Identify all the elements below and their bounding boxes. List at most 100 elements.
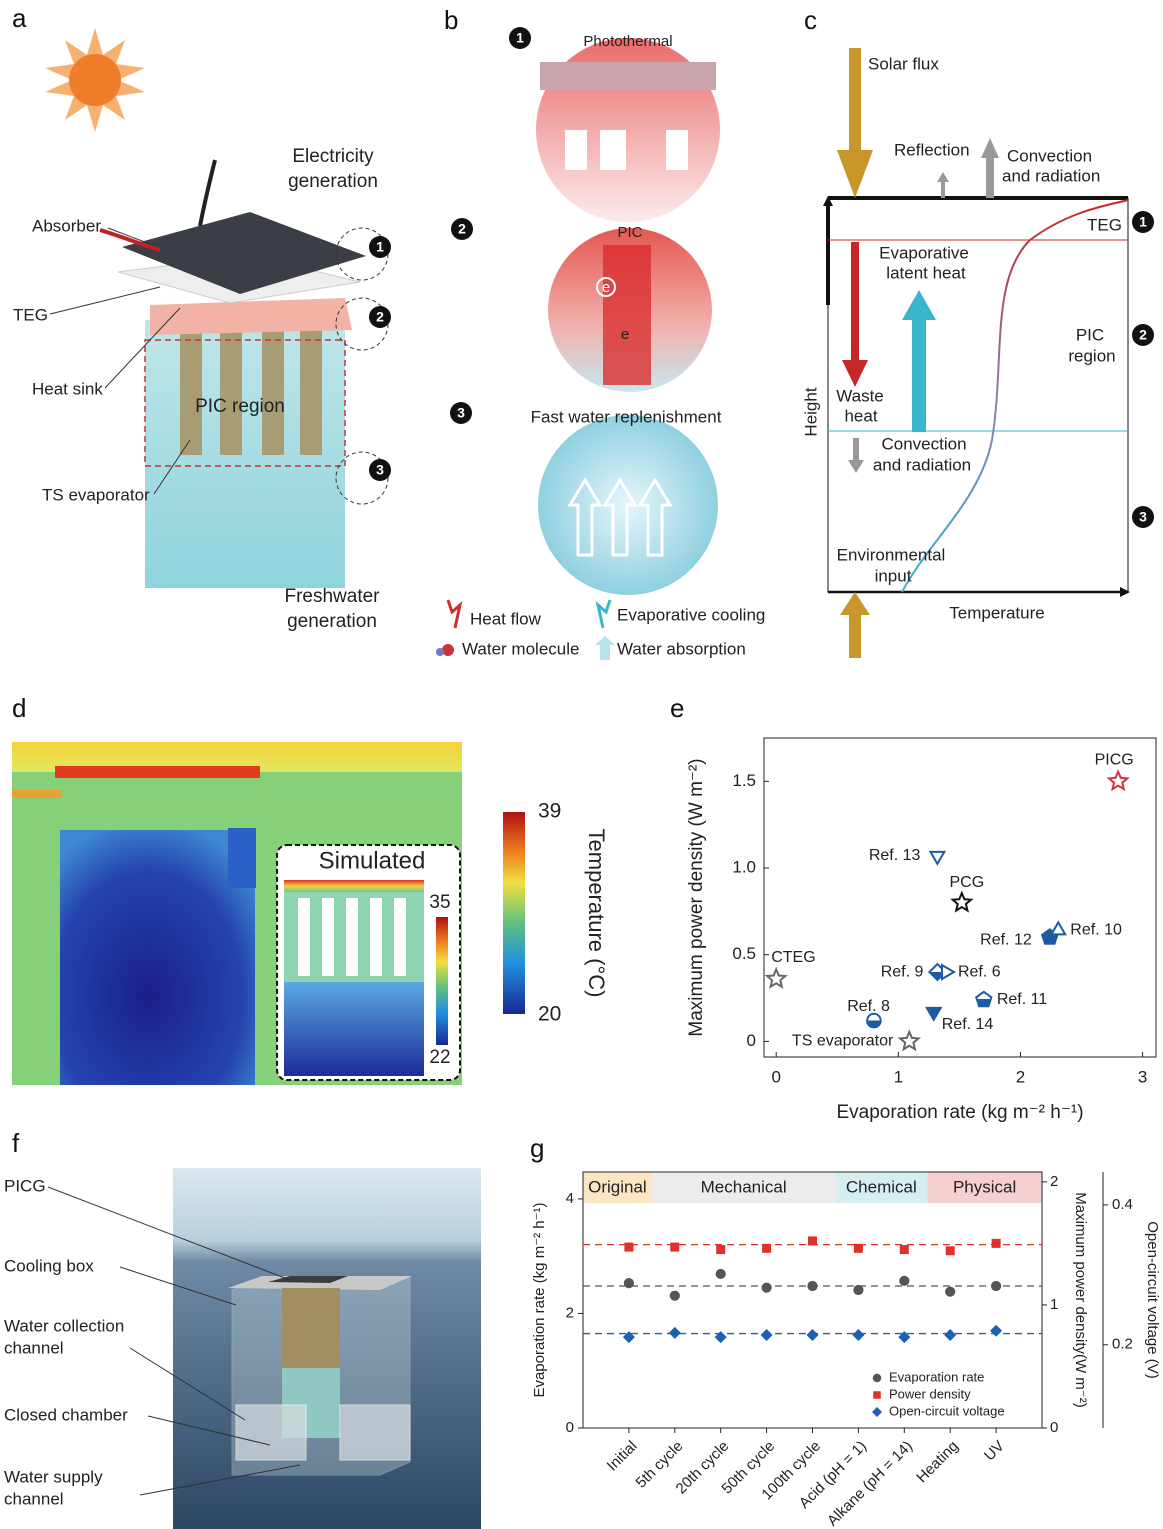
label: generation [287,611,377,632]
inset-title: Simulated [319,847,426,874]
label: Electricity [292,146,374,167]
data-point [1051,922,1065,934]
data-point [898,1331,910,1343]
gap [666,130,688,170]
x-tick-label: 3 [1138,1067,1147,1086]
point-label: PCG [949,874,984,891]
electron-label: e [602,279,610,296]
x-tick-label: Heating [913,1438,962,1487]
data-point [854,1244,863,1253]
label: TEG [13,305,48,324]
legend-label: Water molecule [462,639,579,658]
legend-label: Power density [889,1386,971,1401]
step-marker: 2 [376,309,384,325]
legend-marker [873,1374,882,1383]
step-marker: 3 [376,462,384,478]
panel-c: Solar flux Reflection Convection and rad… [801,48,1154,658]
y-axis-label: Evaporation rate (kg m⁻² h⁻¹) [531,1202,548,1397]
legend-label: Water absorption [617,639,746,658]
figure: a b c d e f g 1 2 3 Electricity generati… [0,0,1163,1529]
point-label: Ref. 8 [847,998,890,1015]
panel-b: e e 1 2 3 Photothermal PIC Fast water re… [436,27,765,660]
data-point [867,1014,881,1028]
sun [69,54,121,106]
y2-axis-label: Maximum power density(W m⁻²) [1072,1192,1089,1407]
data-point [715,1331,727,1343]
label: Environmental [837,545,946,564]
legend-label: Evaporation rate [889,1369,984,1384]
colorbar-label: Temperature (°C) [584,829,609,998]
x-tick-label: UV [981,1438,1008,1465]
data-point [767,969,785,986]
group-label: Physical [953,1177,1016,1196]
x-axis-label: Evaporation rate (kg m⁻² h⁻¹) [836,1102,1083,1123]
group-label: Mechanical [701,1177,787,1196]
picg-fins [282,1288,340,1368]
step-marker: 2 [458,221,466,237]
inset-colorbar [436,917,448,1045]
point-label: Ref. 6 [958,963,1001,980]
label: Photothermal [583,33,672,50]
panel-f: PICG Cooling box Water collection channe… [4,1168,481,1529]
wire [200,160,215,226]
colorbar-tick: 20 [538,1003,561,1026]
heat-sink [150,298,352,335]
legend-icon [442,644,454,656]
label: PIC [1076,325,1104,344]
legend-label: Evaporative cooling [617,605,765,624]
y-tick-label: 2 [566,1304,574,1321]
data-point [670,1243,679,1252]
data-point [807,1281,817,1291]
legend-icon [436,648,444,656]
input-arrow [840,592,870,658]
label: Fast water replenishment [531,407,722,426]
group-label: Chemical [846,1177,917,1196]
label: latent heat [886,263,966,282]
data-point [953,893,971,910]
label: region [1068,346,1115,365]
legend-marker [873,1391,881,1399]
group-label: Original [588,1177,647,1196]
x-tick-label: 0 [771,1067,780,1086]
data-point [852,1329,864,1341]
data-point [1109,772,1127,789]
data-point [762,1283,772,1293]
step-marker: 2 [1139,327,1147,343]
data-point [990,1325,1002,1337]
point-label: Ref. 11 [997,991,1048,1008]
reflection-arrow [937,172,949,198]
legend-icon [598,600,610,628]
legend-marker [872,1407,882,1417]
legend-label: Open-circuit voltage [889,1403,1005,1418]
data-point [761,1329,773,1341]
waste-heat-arrow [842,242,868,387]
label: Freshwater [284,586,380,607]
y-tick-label: 1.5 [732,771,756,790]
data-point [853,1285,863,1295]
absorber-surface [540,62,716,90]
step-marker: 1 [1139,214,1147,230]
panel-d: Simulated 35 22 39 20 Temperature (°C) [12,742,609,1085]
data-point [976,992,991,1007]
data-point [807,1329,819,1341]
label: channel [4,1338,64,1357]
label: input [875,566,912,585]
label: Absorber [32,216,101,235]
label: and radiation [873,455,971,474]
axis-label: Height [801,387,820,436]
panel-label: b [444,5,458,35]
step-marker: 3 [1139,509,1147,525]
y-tick-label: 1.0 [732,858,756,877]
label: TEG [1087,215,1122,234]
label: TS evaporator [42,485,150,504]
panel-label: c [804,5,817,35]
data-point [992,1239,1001,1248]
point-label: PICG [1095,752,1134,769]
data-point [808,1236,817,1245]
data-point [899,1276,909,1286]
point-label: Ref. 10 [1070,922,1122,939]
data-point [946,1246,955,1255]
y-tick-label: 0 [566,1419,574,1436]
label: Waste [836,386,884,405]
panel-a: 1 2 3 Electricity generation Absorber TE… [13,28,391,632]
